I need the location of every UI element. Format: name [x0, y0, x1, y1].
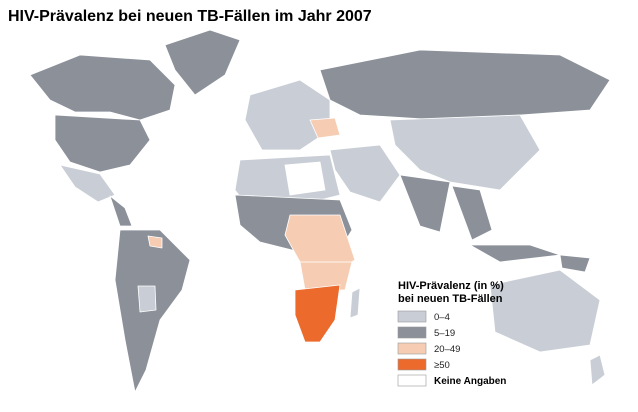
central-america	[109, 195, 133, 227]
canada	[29, 54, 176, 121]
south-africa	[294, 284, 341, 343]
usa	[54, 114, 151, 173]
mexico	[59, 164, 116, 203]
legend-swatch	[397, 326, 427, 339]
caribbean	[127, 187, 153, 201]
australia	[489, 269, 601, 353]
legend-swatch	[397, 374, 427, 387]
papua	[559, 254, 591, 273]
legend-title: bei neuen TB-Fällen	[398, 293, 503, 305]
legend-title: HIV-Prävalenz (in %)	[398, 280, 504, 292]
southeast-asia	[451, 185, 493, 241]
new-zealand	[589, 354, 606, 386]
ukraine	[309, 117, 341, 139]
europe	[244, 79, 331, 151]
legend-label: 5–19	[434, 328, 455, 339]
legend-swatch	[397, 342, 427, 355]
southern-africa	[299, 261, 353, 291]
indonesia	[469, 244, 561, 263]
sahara-no-data	[284, 161, 326, 196]
map-title: HIV-Prävalenz bei neuen TB-Fällen im Jah…	[8, 8, 372, 25]
south-america	[114, 229, 191, 393]
russia	[319, 49, 611, 121]
guyana	[147, 235, 163, 249]
asia	[389, 114, 541, 191]
legend-swatch	[397, 310, 427, 323]
legend-label: 0–4	[434, 312, 450, 323]
legend-label: Keine Angaben	[434, 376, 506, 387]
bolivia	[137, 285, 157, 313]
legend-label: 20–49	[434, 344, 460, 355]
middle-east	[329, 144, 401, 203]
legend-label: ≥50	[434, 360, 450, 371]
legend-swatch	[397, 358, 427, 371]
greenland	[164, 29, 241, 96]
legend: HIV-Prävalenz (in %) bei neuen TB-Fällen…	[397, 280, 506, 387]
india	[399, 174, 451, 233]
madagascar	[349, 287, 361, 319]
world-map	[29, 29, 611, 393]
